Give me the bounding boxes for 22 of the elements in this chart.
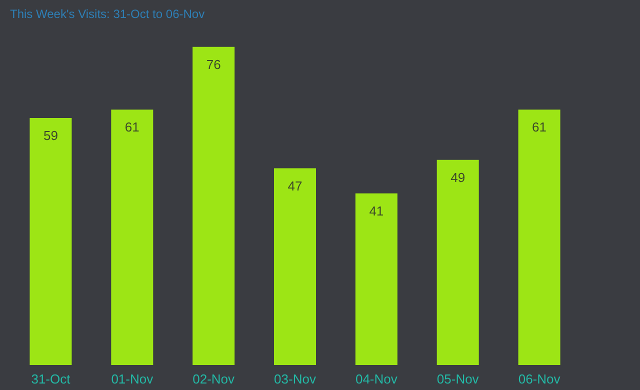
- bar: [192, 46, 235, 365]
- bar: [436, 160, 479, 365]
- x-tick-label: 02-Nov: [192, 372, 236, 386]
- data-label: 76: [206, 56, 221, 72]
- data-label: 49: [450, 170, 466, 185]
- x-tick-label: 01-Nov: [111, 372, 154, 386]
- bar: [30, 118, 72, 365]
- bar: [111, 110, 154, 365]
- bar: [355, 193, 398, 365]
- x-tick-label: 03-Nov: [274, 372, 316, 386]
- data-label: 59: [43, 128, 58, 144]
- x-tick-label: 04-Nov: [355, 372, 398, 386]
- chart-subtitle: This Week's Visits: 31-Oct to 06-Nov: [10, 7, 205, 21]
- x-tick-label: 05-Nov: [436, 372, 480, 386]
- bar: [518, 110, 560, 365]
- data-label: 61: [124, 120, 140, 135]
- x-tick-label: 06-Nov: [518, 372, 561, 386]
- data-label: 47: [288, 178, 302, 194]
- x-tick-label: 31-Oct: [31, 372, 71, 386]
- data-label: 41: [369, 203, 384, 218]
- bar: [274, 168, 316, 365]
- data-label: 61: [532, 120, 547, 135]
